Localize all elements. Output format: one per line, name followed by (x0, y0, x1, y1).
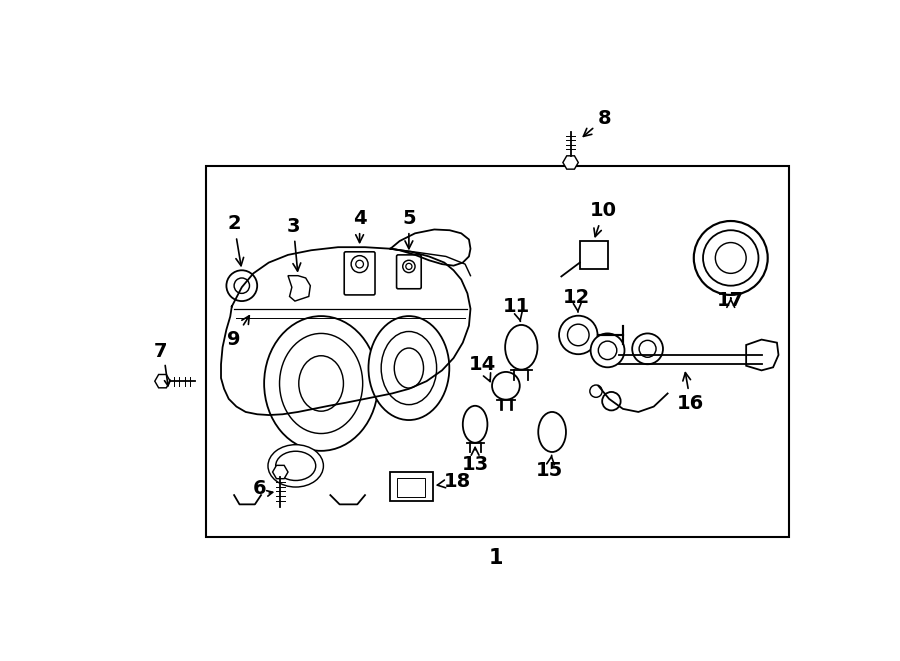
Text: 8: 8 (583, 109, 611, 136)
Text: 7: 7 (154, 342, 167, 360)
Circle shape (234, 278, 249, 293)
Circle shape (568, 324, 590, 346)
Bar (390, 472, 433, 501)
Text: 15: 15 (536, 455, 563, 480)
Circle shape (402, 260, 415, 272)
Text: 5: 5 (402, 209, 416, 249)
Bar (397, 478, 425, 496)
Circle shape (351, 256, 368, 272)
Text: 2: 2 (228, 214, 244, 266)
Circle shape (716, 243, 746, 274)
Ellipse shape (394, 348, 424, 388)
Ellipse shape (368, 316, 449, 420)
Ellipse shape (382, 332, 436, 405)
Bar (205, 165, 788, 537)
Bar (580, 241, 608, 269)
Text: 9: 9 (228, 316, 249, 349)
Text: 10: 10 (590, 202, 617, 237)
Text: 17: 17 (717, 292, 744, 311)
FancyBboxPatch shape (397, 255, 421, 289)
Circle shape (559, 316, 598, 354)
Circle shape (632, 333, 663, 364)
Ellipse shape (264, 316, 378, 451)
Circle shape (590, 385, 602, 397)
Text: 1: 1 (489, 549, 503, 568)
Circle shape (694, 221, 768, 295)
Text: 12: 12 (563, 288, 590, 312)
Circle shape (227, 270, 257, 301)
Circle shape (406, 263, 412, 270)
Text: 13: 13 (462, 447, 489, 475)
Circle shape (639, 340, 656, 358)
Ellipse shape (538, 412, 566, 452)
Text: 4: 4 (353, 209, 366, 243)
Ellipse shape (268, 445, 323, 487)
Ellipse shape (505, 325, 537, 369)
Text: 6: 6 (253, 479, 266, 498)
Polygon shape (273, 465, 288, 479)
Text: 18: 18 (437, 473, 471, 491)
Text: 14: 14 (469, 356, 497, 381)
Circle shape (356, 260, 364, 268)
Polygon shape (288, 276, 310, 301)
Polygon shape (562, 156, 579, 169)
Polygon shape (746, 340, 778, 370)
Ellipse shape (275, 451, 316, 481)
Circle shape (598, 341, 616, 360)
Text: 16: 16 (677, 373, 705, 413)
Text: 3: 3 (286, 217, 301, 271)
Circle shape (492, 372, 520, 400)
Text: 11: 11 (503, 297, 530, 321)
Polygon shape (155, 375, 170, 388)
Circle shape (703, 230, 759, 286)
Ellipse shape (463, 406, 488, 443)
Ellipse shape (280, 333, 363, 434)
FancyBboxPatch shape (344, 252, 375, 295)
Circle shape (602, 392, 621, 410)
Ellipse shape (299, 356, 344, 411)
Circle shape (590, 333, 625, 368)
